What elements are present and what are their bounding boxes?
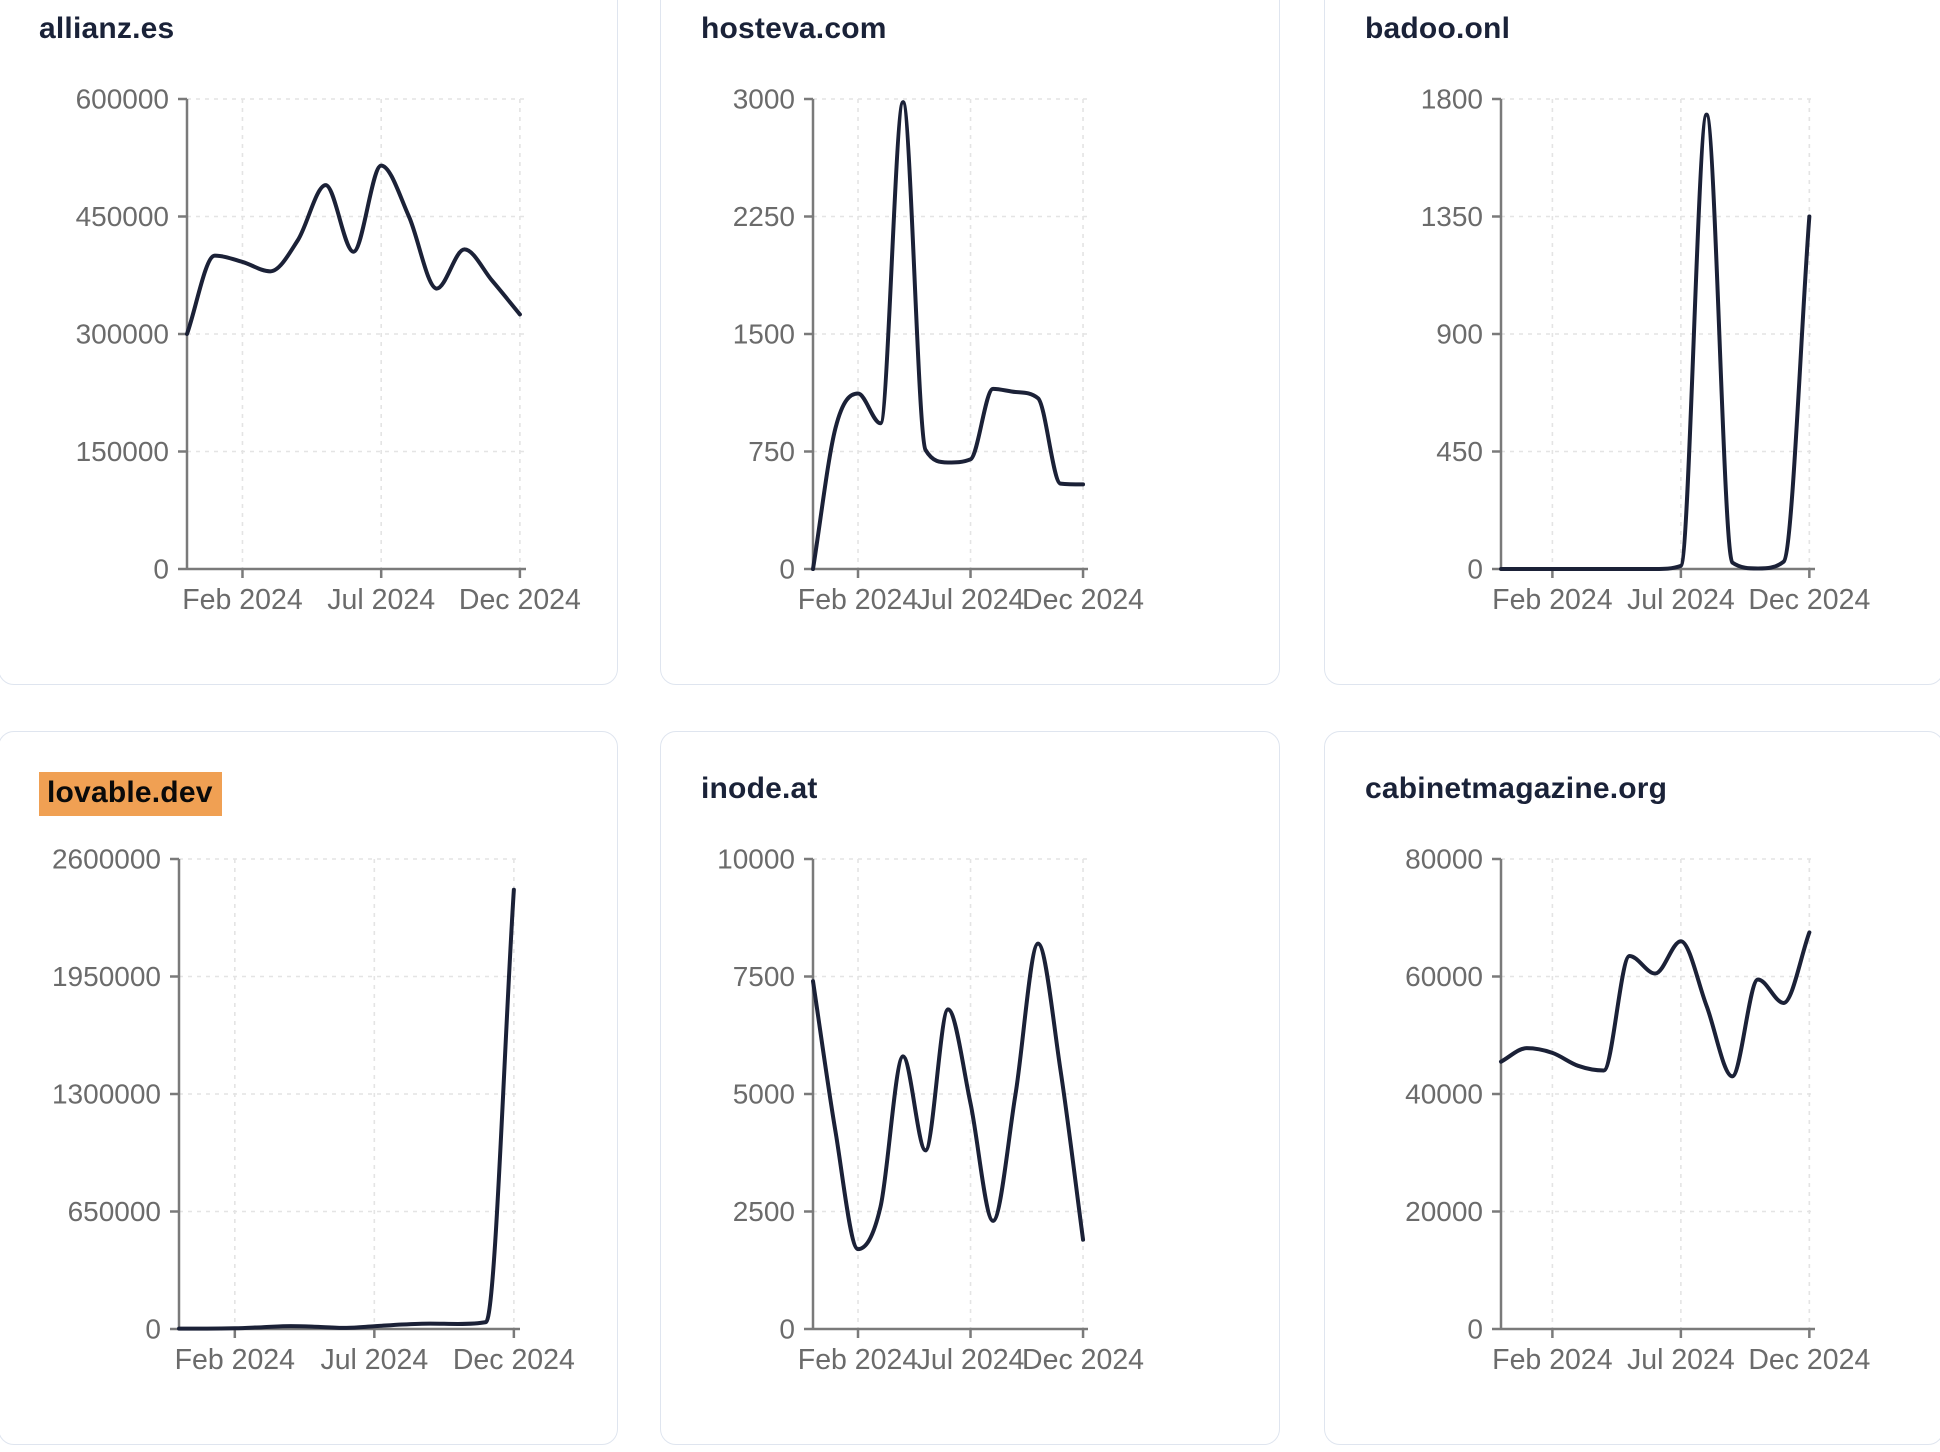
svg-text:900: 900 xyxy=(1436,319,1483,350)
svg-text:1350: 1350 xyxy=(1421,201,1483,232)
svg-text:Feb 2024: Feb 2024 xyxy=(182,584,303,616)
chart-title-text: allianz.es xyxy=(39,12,175,45)
svg-text:450000: 450000 xyxy=(76,201,169,232)
svg-text:3000: 3000 xyxy=(733,84,795,115)
line-chart: 0 150000 300000 450000 600000 Feb 2024 Jul 202… xyxy=(76,84,581,616)
svg-text:600000: 600000 xyxy=(76,84,169,115)
svg-text:Feb 2024: Feb 2024 xyxy=(175,1344,296,1376)
svg-text:2600000: 2600000 xyxy=(52,844,161,875)
svg-text:40000: 40000 xyxy=(1405,1079,1483,1110)
svg-text:Jul 2024: Jul 2024 xyxy=(327,584,435,616)
svg-text:0: 0 xyxy=(1467,1314,1483,1345)
svg-text:450: 450 xyxy=(1436,436,1483,467)
svg-text:750: 750 xyxy=(748,436,795,467)
svg-text:Dec 2024: Dec 2024 xyxy=(1022,584,1144,616)
chart-card-badoo-onl: badoo.onl 0 450 900 1350 1800 Feb 2024 Jul 202… xyxy=(1324,0,1940,685)
svg-text:1800: 1800 xyxy=(1421,84,1483,115)
svg-text:Jul 2024: Jul 2024 xyxy=(320,1344,428,1376)
line-chart: 0 650000 1300000 1950000 2600000 Feb 2024 Jul … xyxy=(52,844,575,1376)
svg-text:0: 0 xyxy=(779,554,795,585)
svg-text:Jul 2024: Jul 2024 xyxy=(1627,1344,1735,1376)
svg-text:650000: 650000 xyxy=(68,1196,161,1227)
svg-text:7500: 7500 xyxy=(733,961,795,992)
chart-title-text: lovable.dev xyxy=(39,772,222,816)
svg-text:300000: 300000 xyxy=(76,319,169,350)
svg-text:Jul 2024: Jul 2024 xyxy=(1627,584,1735,616)
svg-text:60000: 60000 xyxy=(1405,961,1483,992)
chart-title: cabinetmagazine.org xyxy=(1365,772,1667,806)
svg-text:0: 0 xyxy=(145,1314,161,1345)
chart-title: badoo.onl xyxy=(1365,12,1510,46)
chart-card-allianz-es: allianz.es 0 150000 300000 450000 600000 Feb … xyxy=(0,0,618,685)
svg-text:Dec 2024: Dec 2024 xyxy=(1748,1344,1870,1376)
chart-card-inode-at: inode.at 0 2500 5000 7500 10000 Feb 2024 Jul 2… xyxy=(660,731,1280,1445)
svg-text:20000: 20000 xyxy=(1405,1196,1483,1227)
svg-text:Jul 2024: Jul 2024 xyxy=(917,584,1025,616)
svg-text:1300000: 1300000 xyxy=(52,1079,161,1110)
chart-title: hosteva.com xyxy=(701,12,887,46)
chart-title: inode.at xyxy=(701,772,818,806)
svg-text:0: 0 xyxy=(1467,554,1483,585)
svg-text:Feb 2024: Feb 2024 xyxy=(798,1344,919,1376)
chart-card-lovable-dev: lovable.dev 0 650000 1300000 1950000 2600000… xyxy=(0,731,618,1445)
chart-title-text: cabinetmagazine.org xyxy=(1365,772,1668,805)
svg-text:Feb 2024: Feb 2024 xyxy=(798,584,919,616)
svg-text:Dec 2024: Dec 2024 xyxy=(459,584,581,616)
svg-text:Feb 2024: Feb 2024 xyxy=(1492,584,1613,616)
svg-text:Jul 2024: Jul 2024 xyxy=(917,1344,1025,1376)
svg-text:1500: 1500 xyxy=(733,319,795,350)
line-chart: 0 450 900 1350 1800 Feb 2024 Jul 2024 Dec 2024 xyxy=(1421,84,1871,616)
svg-text:Feb 2024: Feb 2024 xyxy=(1492,1344,1613,1376)
svg-text:150000: 150000 xyxy=(76,436,169,467)
svg-text:5000: 5000 xyxy=(733,1079,795,1110)
chart-title: lovable.dev xyxy=(39,772,222,816)
svg-text:2500: 2500 xyxy=(733,1196,795,1227)
chart-title-text: badoo.onl xyxy=(1365,12,1511,45)
svg-text:10000: 10000 xyxy=(717,844,795,875)
svg-text:0: 0 xyxy=(153,554,169,585)
svg-text:0: 0 xyxy=(779,1314,795,1345)
chart-title-text: hosteva.com xyxy=(701,12,887,45)
chart-title-text: inode.at xyxy=(701,772,818,805)
svg-text:Dec 2024: Dec 2024 xyxy=(453,1344,575,1376)
svg-text:80000: 80000 xyxy=(1405,844,1483,875)
line-chart: 0 20000 40000 60000 80000 Feb 2024 Jul 2024 Dec… xyxy=(1405,844,1870,1376)
svg-text:Dec 2024: Dec 2024 xyxy=(1748,584,1870,616)
chart-card-hosteva-com: hosteva.com 0 750 1500 2250 3000 Feb 2024 Jul … xyxy=(660,0,1280,685)
chart-title: allianz.es xyxy=(39,12,174,46)
svg-text:2250: 2250 xyxy=(733,201,795,232)
svg-text:1950000: 1950000 xyxy=(52,961,161,992)
svg-text:Dec 2024: Dec 2024 xyxy=(1022,1344,1144,1376)
chart-card-cabinetmagazine-org: cabinetmagazine.org 0 20000 40000 60000 8000… xyxy=(1324,731,1940,1445)
